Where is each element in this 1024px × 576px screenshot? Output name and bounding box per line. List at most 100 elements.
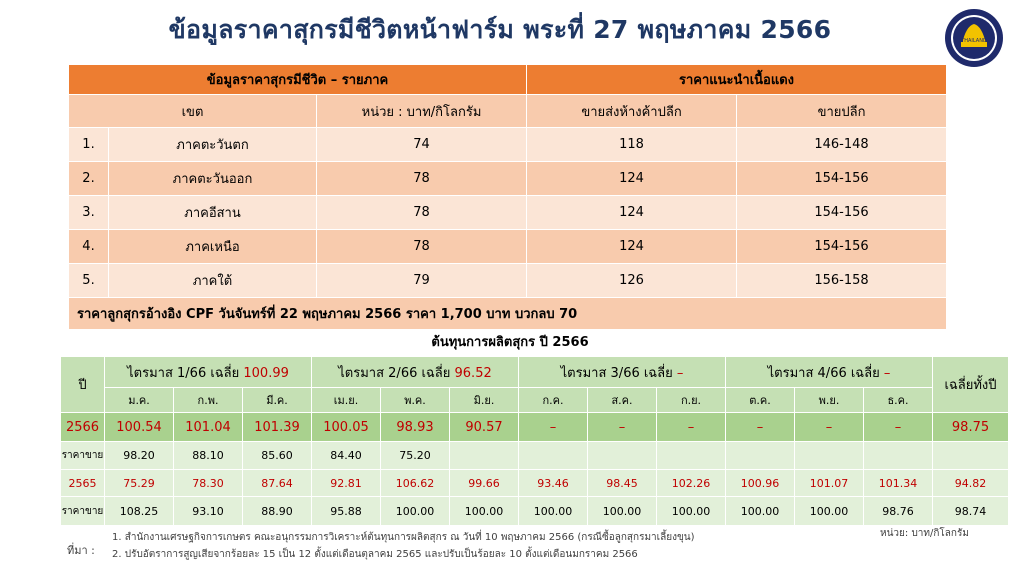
wholesale-price: 126	[526, 263, 738, 298]
sale-price: 100.00	[587, 496, 658, 526]
retail-price: 154-156	[736, 229, 948, 264]
sale-price	[587, 441, 658, 470]
retail-price: 154-156	[736, 195, 948, 230]
sale-price: 100.00	[380, 496, 450, 526]
svg-text:THAILAND: THAILAND	[960, 38, 987, 44]
cost-value: –	[656, 412, 727, 442]
live-pig-price: 79	[315, 263, 528, 298]
source-note-1: 1. สำนักงานเศรษฐกิจการเกษตร คณะอนุกรรมกา…	[112, 532, 695, 543]
live-pig-price: 78	[315, 195, 528, 230]
month-header: มี.ค.	[242, 387, 312, 413]
row-label: ราคาขาย	[60, 496, 105, 526]
sale-price: 95.88	[311, 496, 381, 526]
table-row: 4. ภาคเหนือ 78 124 154-156	[68, 229, 948, 264]
wholesale-column-header: ขายส่งห้างค้าปลีก	[526, 94, 738, 128]
quarter-average: 96.52	[454, 365, 492, 381]
cost-value: 100.05	[311, 412, 381, 442]
sale-price: 108.25	[104, 496, 174, 526]
quarter-average: –	[676, 365, 684, 381]
sale-price: 88.90	[242, 496, 312, 526]
annual-average: 98.74	[932, 496, 1010, 526]
retail-price: 146-148	[736, 127, 948, 162]
unit-column-header: หน่วย : บาท/กิโลกรัม	[315, 94, 528, 128]
retail-price: 154-156	[736, 161, 948, 196]
cost-value: 87.64	[242, 469, 312, 497]
month-header: เม.ย.	[311, 387, 381, 413]
region-name: ภาคเหนือ	[108, 229, 317, 264]
sale-price: 85.60	[242, 441, 312, 470]
cost-value: 106.62	[380, 469, 450, 497]
row-number: 1.	[68, 127, 109, 162]
annual-average: 94.82	[932, 469, 1010, 497]
table-row: 1. ภาคตะวันตก 74 118 146-148	[68, 127, 948, 162]
cost-value: 101.34	[863, 469, 934, 497]
live-pig-price: 78	[315, 229, 528, 264]
cost-value: 101.39	[242, 412, 312, 442]
sale-price	[656, 441, 727, 470]
table-row: 2566 100.54 101.04 101.39 100.05 98.93 9…	[60, 412, 1010, 442]
wholesale-price: 124	[526, 195, 738, 230]
regional-price-table: ข้อมูลราคาสุกรมีชีวิต – รายภาค ราคาแนะนำ…	[67, 64, 948, 330]
cost-value: 78.30	[173, 469, 243, 497]
cost-table-title: ต้นทุนการผลิตสุกร ปี 2566	[431, 335, 589, 350]
quarter-header: ไตรมาส 4/66 เฉลี่ย –	[725, 356, 934, 388]
year-column-header: ปี	[60, 356, 105, 413]
cost-value: –	[518, 412, 589, 442]
sale-price: 100.00	[448, 496, 520, 526]
cost-value: 90.57	[448, 412, 520, 442]
month-header: ก.ย.	[656, 387, 727, 413]
sale-price: 100.00	[794, 496, 865, 526]
month-header: ต.ค.	[725, 387, 796, 413]
sale-price: 100.00	[518, 496, 589, 526]
table-row: ราคาขาย 98.20 88.10 85.60 84.40 75.20	[60, 441, 1010, 470]
table-row: 2. ภาคตะวันออก 78 124 154-156	[68, 161, 948, 196]
live-pig-price: 78	[315, 161, 528, 196]
cost-value: 100.96	[725, 469, 796, 497]
sale-price: 98.76	[863, 496, 934, 526]
cost-value: 101.07	[794, 469, 865, 497]
sale-price	[725, 441, 796, 470]
region-column-header: เขต	[68, 94, 317, 128]
month-header: ก.ค.	[518, 387, 589, 413]
cost-value: 92.81	[311, 469, 381, 497]
row-label: 2565	[60, 469, 105, 497]
month-header: ส.ค.	[587, 387, 658, 413]
sale-price	[518, 441, 589, 470]
cost-value: 75.29	[104, 469, 174, 497]
quarter-header: ไตรมาส 1/66 เฉลี่ย 100.99	[104, 356, 312, 388]
cost-value: 99.66	[448, 469, 520, 497]
cost-value: 101.04	[173, 412, 243, 442]
row-number: 5.	[68, 263, 109, 298]
unit-note: หน่วย: บาท/กิโลกรัม	[880, 528, 969, 539]
cost-value: –	[863, 412, 934, 442]
row-number: 3.	[68, 195, 109, 230]
annual-average-header: เฉลี่ยทั้งปี	[932, 356, 1010, 413]
row-label: ราคาขาย	[60, 441, 105, 470]
sale-price	[448, 441, 520, 470]
month-header: ม.ค.	[104, 387, 174, 413]
quarter-header: ไตรมาส 3/66 เฉลี่ย –	[518, 356, 727, 388]
source-label: ที่มา :	[67, 544, 95, 557]
row-number: 4.	[68, 229, 109, 264]
region-name: ภาคตะวันตก	[108, 127, 317, 162]
sale-price	[863, 441, 934, 470]
piglet-price-note: ราคาลูกสุกรอ้างอิง CPF วันจันทร์ที่ 22 พ…	[67, 297, 948, 330]
regional-header: ข้อมูลราคาสุกรมีชีวิต – รายภาค	[67, 64, 528, 95]
month-header: พ.ย.	[794, 387, 865, 413]
cost-value: –	[587, 412, 658, 442]
retail-price: 156-158	[736, 263, 948, 298]
sale-price: 84.40	[311, 441, 381, 470]
sale-price: 100.00	[725, 496, 796, 526]
month-header: ก.พ.	[173, 387, 243, 413]
cost-value: –	[725, 412, 796, 442]
table-row: 3. ภาคอีสาน 78 124 154-156	[68, 195, 948, 230]
table-row: ราคาขาย 108.25 93.10 88.90 95.88 100.00 …	[60, 496, 1010, 526]
cost-value: 100.54	[104, 412, 174, 442]
quarter-header: ไตรมาส 2/66 เฉลี่ย 96.52	[310, 356, 520, 388]
cost-value: –	[794, 412, 865, 442]
month-header: มิ.ย.	[448, 387, 520, 413]
region-name: ภาคตะวันออก	[108, 161, 317, 196]
region-name: ภาคอีสาน	[108, 195, 317, 230]
sale-price	[794, 441, 865, 470]
sale-price: 75.20	[380, 441, 450, 470]
